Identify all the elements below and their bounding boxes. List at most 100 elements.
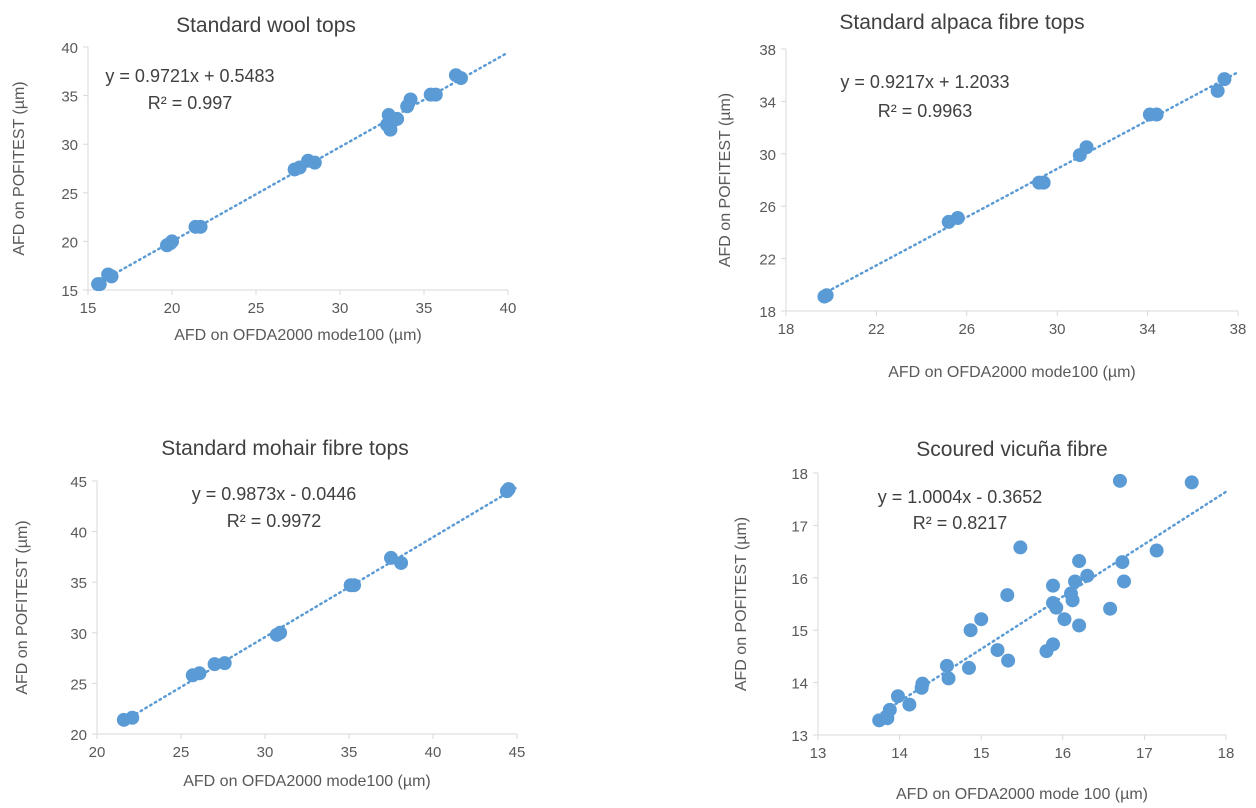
data-point bbox=[1117, 574, 1131, 589]
x-tick-label: 30 bbox=[1049, 321, 1066, 338]
data-point bbox=[939, 658, 954, 673]
r-squared-label: R² = 0.8217 bbox=[913, 513, 1008, 533]
x-tick-label: 35 bbox=[341, 744, 358, 761]
y-tick-label: 20 bbox=[61, 234, 78, 251]
x-tick-label: 17 bbox=[1136, 745, 1153, 762]
y-tick-label: 18 bbox=[759, 304, 776, 321]
x-tick-label: 35 bbox=[416, 300, 433, 317]
data-point bbox=[819, 288, 834, 303]
chart-title: Standard mohair fibre tops bbox=[161, 437, 408, 460]
data-point bbox=[501, 482, 516, 497]
data-point bbox=[974, 612, 989, 627]
data-point bbox=[990, 643, 1005, 658]
data-point bbox=[92, 277, 107, 292]
x-tick-label: 30 bbox=[332, 300, 349, 317]
data-point bbox=[1112, 473, 1127, 488]
y-tick-label: 15 bbox=[61, 283, 78, 300]
scatter-chart-3: 20 25 30 35 40 45 20 25 30 35 40 45 Standard mohair … bbox=[14, 437, 525, 790]
x-tick-label: 45 bbox=[509, 744, 526, 761]
y-tick-label: 40 bbox=[70, 525, 87, 542]
chart-title: Scoured vicuña fibre bbox=[916, 438, 1107, 461]
y-tick-label: 16 bbox=[791, 571, 808, 588]
y-tick-label: 22 bbox=[759, 252, 776, 269]
data-point bbox=[453, 71, 468, 86]
data-point bbox=[1149, 543, 1164, 558]
y-tick-label: 45 bbox=[70, 474, 87, 491]
y-axis-label: AFD on POFITEST (µm) bbox=[14, 520, 31, 694]
data-point bbox=[1184, 475, 1199, 490]
trendline bbox=[820, 70, 1240, 296]
data-point bbox=[207, 657, 222, 672]
x-tick-label: 40 bbox=[425, 744, 442, 761]
x-axis-label: AFD on OFDA2000 mode100 (µm) bbox=[888, 364, 1136, 381]
data-point bbox=[125, 710, 140, 725]
data-point bbox=[428, 87, 443, 102]
data-point bbox=[1080, 568, 1095, 583]
r-squared-label: R² = 0.997 bbox=[148, 93, 233, 113]
chart-title: Standard alpaca fibre tops bbox=[839, 11, 1084, 34]
x-tick-label: 14 bbox=[891, 745, 908, 762]
y-tick-label: 26 bbox=[759, 199, 776, 216]
scatter-chart-1: 15 20 25 30 35 40 15 20 25 30 35 40 Standard wool to… bbox=[11, 14, 516, 344]
x-tick-label: 20 bbox=[164, 300, 181, 317]
scatter-chart-2: 18 22 26 30 34 38 18 22 26 30 34 38 Standard alpaca … bbox=[717, 11, 1246, 381]
y-tick-label: 25 bbox=[70, 676, 87, 693]
y-tick-label: 30 bbox=[61, 137, 78, 154]
data-point bbox=[1049, 600, 1064, 615]
data-point bbox=[273, 625, 288, 640]
data-point bbox=[961, 660, 976, 675]
data-point bbox=[963, 623, 978, 638]
x-tick-label: 22 bbox=[868, 321, 885, 338]
x-tick-label: 38 bbox=[1230, 321, 1247, 338]
y-tick-label: 13 bbox=[791, 728, 808, 745]
data-point bbox=[217, 656, 232, 671]
data-point bbox=[1001, 653, 1016, 668]
data-point bbox=[890, 689, 905, 704]
data-point bbox=[390, 111, 405, 126]
y-axis-label: AFD on POFITEST (µm) bbox=[11, 81, 28, 255]
trendline-equation: y = 0.9873x - 0.0446 bbox=[192, 484, 357, 504]
x-tick-label: 18 bbox=[778, 321, 795, 338]
x-tick-label: 13 bbox=[810, 745, 827, 762]
data-point bbox=[307, 155, 322, 170]
y-tick-label: 30 bbox=[759, 147, 776, 164]
data-point bbox=[941, 671, 956, 686]
y-tick-label: 14 bbox=[791, 676, 808, 693]
data-point bbox=[902, 697, 917, 712]
y-tick-label: 35 bbox=[61, 89, 78, 106]
x-tick-label: 30 bbox=[257, 744, 274, 761]
y-tick-label: 40 bbox=[61, 40, 78, 57]
trendline-equation: y = 1.0004x - 0.3652 bbox=[878, 487, 1043, 507]
x-tick-label: 16 bbox=[1054, 745, 1071, 762]
data-point bbox=[1065, 593, 1080, 608]
y-tick-label: 15 bbox=[791, 623, 808, 640]
y-axis-label: AFD on POFITEST (µm) bbox=[717, 93, 734, 267]
x-tick-label: 25 bbox=[248, 300, 265, 317]
data-point bbox=[1115, 555, 1130, 570]
data-point bbox=[165, 234, 179, 249]
y-axis-label: AFD on POFITEST (µm) bbox=[733, 517, 750, 691]
x-axis-label: AFD on OFDA2000 mode100 (µm) bbox=[174, 327, 422, 344]
y-tick-label: 30 bbox=[70, 626, 87, 643]
data-point bbox=[1046, 578, 1061, 593]
x-tick-label: 26 bbox=[958, 321, 975, 338]
data-point bbox=[347, 578, 362, 593]
trendline bbox=[120, 485, 519, 724]
data-point bbox=[394, 555, 409, 570]
data-point bbox=[882, 702, 897, 717]
data-point bbox=[1046, 637, 1061, 652]
r-squared-label: R² = 0.9963 bbox=[878, 101, 973, 121]
y-tick-label: 35 bbox=[70, 575, 87, 592]
data-point bbox=[1000, 588, 1015, 603]
x-axis-label: AFD on OFDA2000 mode100 (µm) bbox=[183, 773, 431, 790]
data-point bbox=[915, 676, 930, 691]
trendline-equation: y = 0.9721x + 0.5483 bbox=[105, 66, 274, 86]
y-tick-label: 38 bbox=[759, 42, 776, 59]
y-tick-label: 34 bbox=[759, 94, 776, 111]
trendline bbox=[875, 490, 1228, 718]
data-point bbox=[1217, 72, 1232, 87]
data-point bbox=[1013, 540, 1028, 555]
y-tick-label: 20 bbox=[70, 727, 87, 744]
data-point bbox=[1057, 612, 1072, 627]
data-point bbox=[1072, 554, 1087, 569]
